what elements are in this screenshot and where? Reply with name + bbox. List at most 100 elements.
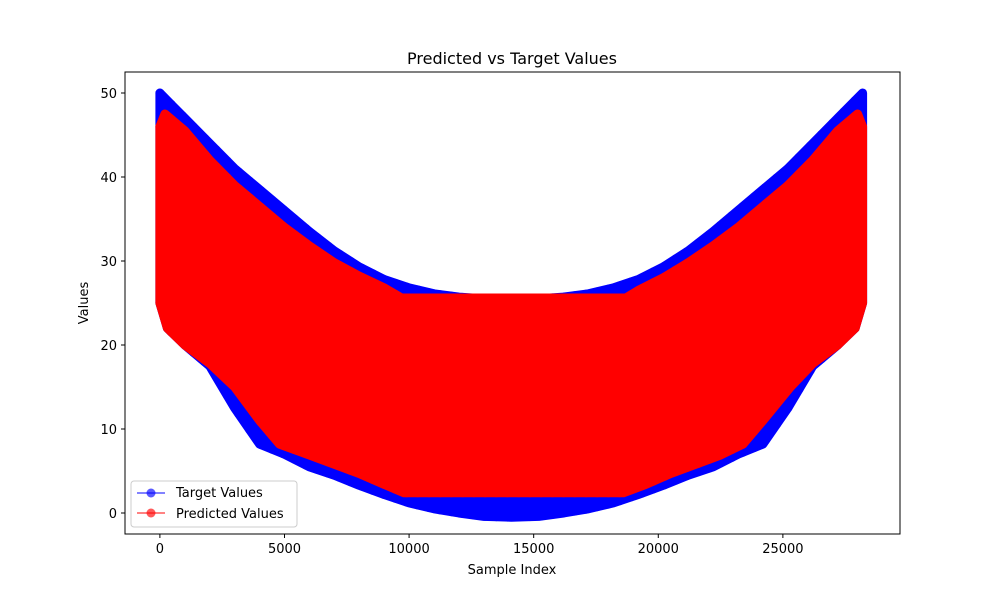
point-predicted-lower [245, 402, 255, 412]
point-predicted-upper [794, 169, 804, 179]
point-target-lower [469, 510, 479, 520]
point-target-lower [267, 444, 277, 454]
point-predicted-lower [379, 479, 389, 489]
point-predicted-upper [682, 258, 692, 268]
point-target-upper [671, 254, 681, 264]
point-target-lower [256, 440, 266, 450]
point-predicted-lower [424, 488, 434, 498]
point-predicted-upper [458, 293, 468, 303]
point-target-lower [660, 480, 669, 490]
point-target-lower [525, 512, 535, 522]
point-predicted-lower [256, 417, 266, 427]
point-target-upper [794, 152, 804, 162]
point-predicted-upper [491, 293, 501, 303]
point-predicted-upper [446, 293, 456, 303]
point-predicted-upper [772, 190, 782, 200]
point-predicted-lower [357, 470, 367, 480]
point-predicted-lower [346, 465, 355, 475]
point-target-upper [648, 267, 658, 277]
y-tick-label: 0 [109, 507, 117, 522]
point-target-upper [660, 261, 669, 271]
point-target-upper [379, 275, 389, 284]
y-tick-label: 50 [100, 87, 117, 102]
point-target-lower [458, 509, 468, 518]
y-axis: 0 10 20 30 40 50 [100, 87, 125, 522]
point-predicted-upper [559, 293, 569, 303]
x-tick-label: 20000 [638, 542, 679, 557]
point-predicted-lower [323, 457, 333, 467]
point-target-lower [435, 505, 445, 515]
point-target-lower [559, 508, 569, 518]
point-predicted-upper [648, 278, 658, 288]
point-predicted-upper [760, 199, 770, 209]
point-target-upper [290, 214, 299, 224]
point-target-upper [245, 176, 255, 186]
point-predicted-upper [256, 202, 266, 212]
point-target-upper [323, 241, 333, 251]
x-tick-label: 25000 [762, 542, 803, 557]
point-predicted-upper [480, 293, 490, 303]
point-predicted-upper [278, 221, 288, 231]
point-predicted-lower [458, 488, 468, 498]
point-predicted-upper [828, 132, 838, 142]
point-predicted-upper [413, 293, 423, 303]
point-predicted-lower [547, 488, 557, 498]
point-predicted-lower [828, 344, 838, 354]
point-predicted-lower [514, 488, 524, 498]
point-target-upper [334, 249, 344, 259]
point-target-lower [402, 497, 412, 507]
point-target-upper [783, 164, 793, 174]
point-target-lower [503, 512, 512, 522]
point-predicted-lower [592, 488, 602, 498]
point-target-lower [424, 503, 434, 513]
point-target-lower [581, 504, 591, 514]
point-predicted-upper [850, 111, 860, 121]
point-predicted-upper [301, 238, 311, 248]
point-predicted-upper [379, 283, 389, 293]
point-target-lower [233, 408, 243, 418]
point-predicted-upper [738, 218, 748, 228]
point-predicted-lower [368, 475, 378, 484]
point-predicted-upper [166, 114, 176, 124]
legend-marker-predicted [146, 508, 156, 518]
point-predicted-upper [592, 293, 602, 303]
point-predicted-lower [637, 481, 647, 491]
x-tick-label: 0 [156, 542, 164, 557]
point-target-upper [772, 173, 782, 183]
point-target-lower [704, 463, 714, 473]
point-target-upper [727, 211, 737, 221]
point-target-upper [200, 133, 210, 143]
point-target-upper [177, 111, 187, 121]
point-predicted-lower [200, 355, 210, 365]
point-predicted-lower [189, 347, 198, 356]
point-predicted-lower [693, 458, 703, 468]
point-predicted-upper [805, 158, 815, 168]
point-predicted-upper [233, 184, 243, 194]
point-predicted-lower [626, 485, 636, 495]
point-target-upper [278, 205, 288, 215]
y-tick-label: 20 [100, 339, 117, 354]
point-target-upper [346, 256, 355, 266]
point-predicted-lower [749, 426, 759, 436]
point-predicted-lower [704, 454, 714, 464]
point-predicted-upper [312, 246, 322, 256]
point-target-lower [794, 384, 804, 394]
point-predicted-lower [738, 439, 748, 449]
point-target-lower [783, 403, 793, 413]
point-target-upper [749, 192, 759, 202]
point-predicted-lower [660, 471, 669, 481]
point-predicted-lower [435, 488, 445, 498]
point-predicted-lower [805, 361, 815, 371]
point-target-lower [446, 507, 456, 517]
point-predicted-lower [312, 453, 322, 463]
point-predicted-lower [760, 413, 770, 422]
plot-area [124, 71, 901, 535]
point-target-lower [693, 467, 703, 477]
point-target-upper [256, 186, 266, 196]
point-target-lower [491, 512, 501, 522]
legend-marker-target [146, 488, 156, 498]
point-target-upper [839, 107, 849, 117]
point-predicted-upper [693, 251, 703, 261]
point-predicted-lower [559, 488, 569, 498]
point-target-lower [312, 464, 322, 474]
